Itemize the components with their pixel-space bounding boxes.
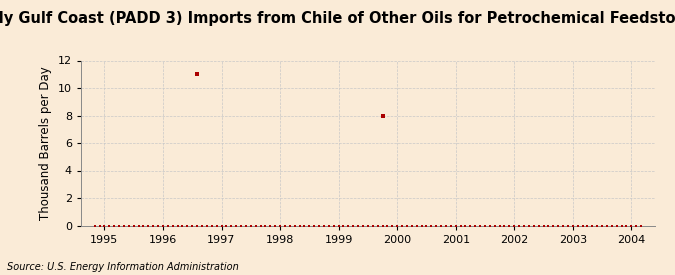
Text: Monthly Gulf Coast (PADD 3) Imports from Chile of Other Oils for Petrochemical F: Monthly Gulf Coast (PADD 3) Imports from… (0, 11, 675, 26)
Y-axis label: Thousand Barrels per Day: Thousand Barrels per Day (39, 66, 52, 220)
Text: Source: U.S. Energy Information Administration: Source: U.S. Energy Information Administ… (7, 262, 238, 272)
